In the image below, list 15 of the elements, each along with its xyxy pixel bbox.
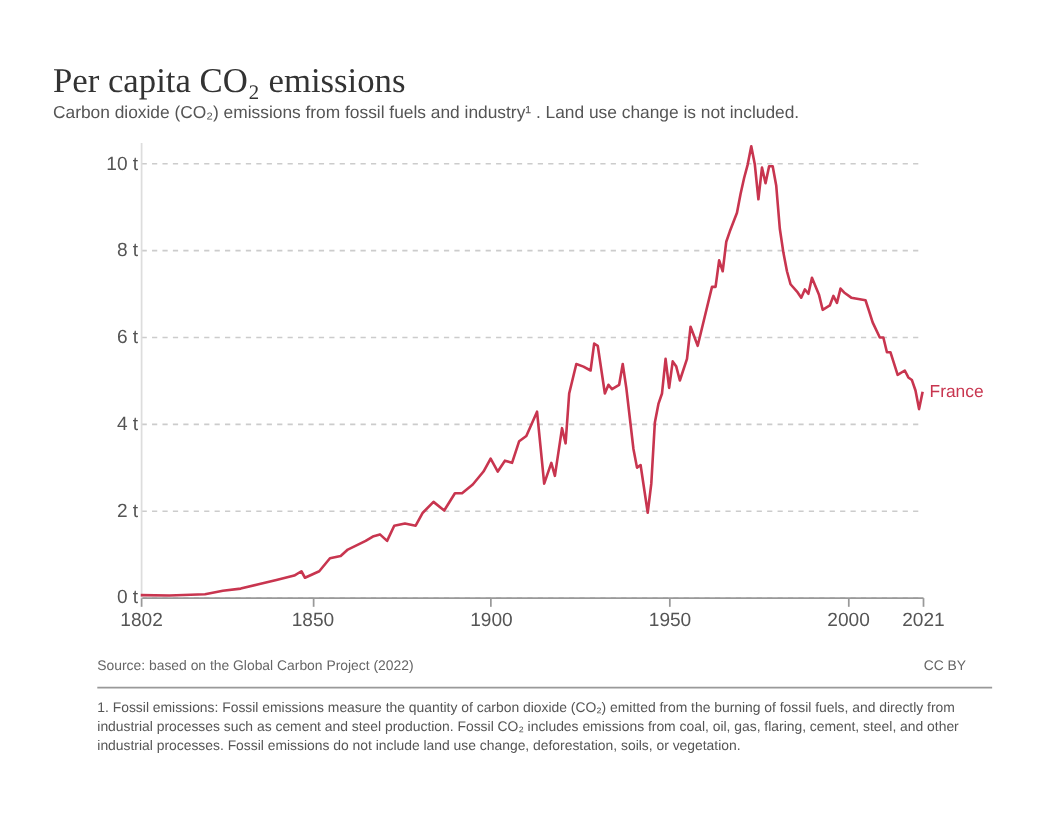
chart-title: Per capita CO₂ emissions bbox=[53, 61, 406, 100]
y-tick-label: 4 t bbox=[116, 413, 139, 436]
y-tick-label: 6 t bbox=[116, 327, 139, 350]
chart-subtitle: Carbon dioxide (CO₂) emissions from fossil fuels and industry¹ . Land use change is not included. bbox=[53, 101, 800, 122]
x-tick-label: 1850 bbox=[291, 609, 335, 632]
y-tick-label: 2 t bbox=[116, 500, 139, 523]
series-label: France bbox=[929, 380, 984, 401]
y-tick-label: 8 t bbox=[116, 240, 139, 263]
x-tick-label: 1900 bbox=[470, 609, 513, 632]
x-tick-label: 2000 bbox=[827, 609, 870, 632]
x-tick-label: 1802 bbox=[120, 609, 163, 632]
y-tick-label: 0 t bbox=[116, 587, 139, 610]
y-tick-label: 10 t bbox=[106, 153, 139, 176]
x-tick-label: 1950 bbox=[648, 609, 692, 632]
x-tick-label: 2021 bbox=[902, 609, 945, 632]
